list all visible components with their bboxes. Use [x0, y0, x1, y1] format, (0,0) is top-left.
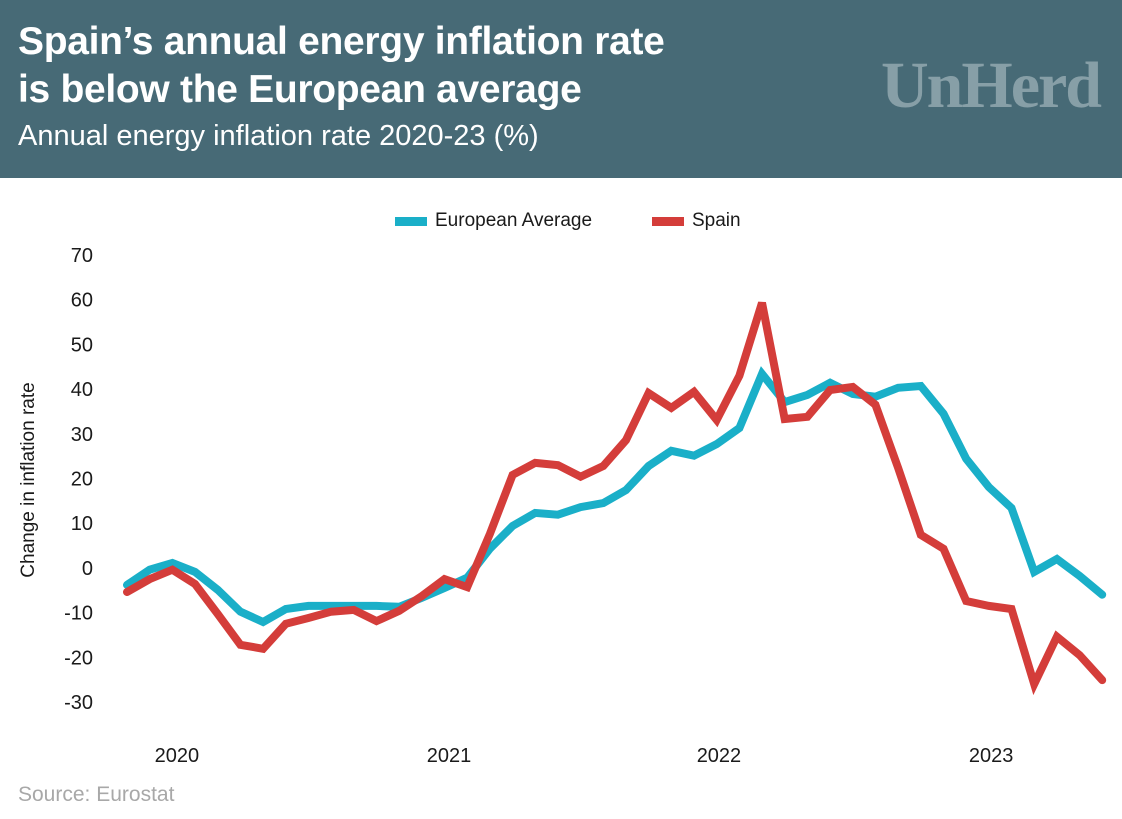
x-tick-label: 2021 [427, 745, 472, 767]
legend: European Average Spain [0, 207, 1122, 235]
y-tick-label: 30 [71, 424, 93, 446]
x-tick-label: 2023 [969, 745, 1014, 767]
y-tick-label: 50 [71, 334, 93, 356]
x-axis-ticks: 2020 2021 2022 2023 [155, 745, 1014, 767]
y-tick-label: 0 [82, 558, 93, 580]
y-tick-label: -10 [64, 603, 93, 625]
y-tick-label: -30 [64, 692, 93, 714]
legend-label-spain: Spain [692, 210, 741, 231]
y-axis-label: Change in inflation rate [18, 382, 39, 577]
series-line-spain [123, 301, 1107, 696]
x-tick-label: 2022 [697, 745, 742, 767]
source-note: Source: Eurostat [18, 783, 175, 806]
legend-swatch-spain [652, 216, 684, 226]
y-tick-label: -20 [64, 647, 93, 669]
y-tick-label: 70 [71, 245, 93, 267]
y-tick-label: 40 [71, 379, 93, 401]
y-tick-label: 20 [71, 469, 93, 491]
chart-title-line-2: is below the European average [18, 68, 582, 111]
chart-title-line-1: Spain’s annual energy inflation rate [18, 20, 665, 63]
unherd-logo: UnHerd [881, 49, 1102, 122]
chart-title: Spain’s annual energy inflation rate is … [18, 18, 665, 114]
legend-item-spain: Spain [652, 207, 741, 235]
legend-label-european-average: European Average [435, 210, 593, 231]
x-tick-label: 2020 [155, 745, 200, 767]
y-tick-label: 10 [71, 513, 93, 535]
chart-header: Spain’s annual energy inflation rate is … [0, 0, 1122, 178]
series-lines [123, 301, 1107, 696]
series-line-european-average [123, 366, 1107, 627]
legend-swatch-european-average [395, 216, 427, 226]
legend-item-european-average: European Average [395, 207, 592, 235]
y-axis-ticks: 70 60 50 40 30 20 10 0 -10 -20 -30 [64, 245, 93, 714]
y-tick-label: 60 [71, 290, 93, 312]
chart-subtitle: Annual energy inflation rate 2020-23 (%) [18, 120, 539, 152]
